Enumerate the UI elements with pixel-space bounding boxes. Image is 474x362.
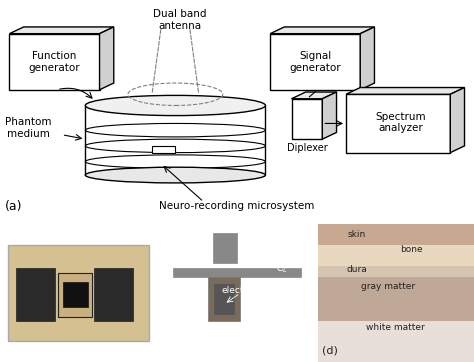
FancyBboxPatch shape <box>16 269 55 321</box>
Polygon shape <box>100 27 114 90</box>
Text: gray matter: gray matter <box>361 282 415 291</box>
Text: — 500 μm: — 500 μm <box>216 344 258 353</box>
Polygon shape <box>360 27 374 90</box>
Polygon shape <box>9 27 114 34</box>
FancyBboxPatch shape <box>173 269 301 277</box>
FancyBboxPatch shape <box>270 34 360 90</box>
Text: antenna: antenna <box>270 231 307 240</box>
Text: Spectrum
analyzer: Spectrum analyzer <box>375 111 426 133</box>
Text: skin: skin <box>347 230 366 239</box>
FancyBboxPatch shape <box>94 269 133 321</box>
Text: Neuro-recording microsystem: Neuro-recording microsystem <box>159 202 315 211</box>
Text: Function
generator: Function generator <box>29 51 80 72</box>
Text: Diplexer: Diplexer <box>287 143 328 153</box>
Text: bone: bone <box>400 245 423 254</box>
Ellipse shape <box>85 167 265 183</box>
Polygon shape <box>450 88 465 153</box>
Text: (a): (a) <box>5 200 22 213</box>
Polygon shape <box>292 92 337 99</box>
FancyBboxPatch shape <box>8 245 149 341</box>
FancyBboxPatch shape <box>213 233 237 263</box>
FancyBboxPatch shape <box>318 224 474 245</box>
FancyBboxPatch shape <box>85 105 265 175</box>
Text: (b): (b) <box>5 346 20 356</box>
Text: Signal
generator: Signal generator <box>290 51 341 72</box>
Text: electrodes: electrodes <box>221 286 269 295</box>
FancyBboxPatch shape <box>58 273 92 317</box>
FancyBboxPatch shape <box>346 94 450 153</box>
FancyBboxPatch shape <box>318 277 474 321</box>
Polygon shape <box>346 88 465 94</box>
Text: $C_B$: $C_B$ <box>195 251 208 264</box>
FancyBboxPatch shape <box>63 282 88 307</box>
Text: dura: dura <box>346 265 367 274</box>
Text: Phantom
medium: Phantom medium <box>5 117 52 139</box>
Text: Dual band
antenna: Dual band antenna <box>154 9 207 30</box>
FancyBboxPatch shape <box>318 245 474 266</box>
FancyBboxPatch shape <box>214 283 234 314</box>
Text: (c): (c) <box>161 346 176 356</box>
Polygon shape <box>322 92 337 139</box>
FancyBboxPatch shape <box>208 277 240 321</box>
FancyBboxPatch shape <box>152 146 175 153</box>
Ellipse shape <box>85 96 265 115</box>
FancyBboxPatch shape <box>292 99 322 139</box>
Text: (d): (d) <box>322 346 338 356</box>
FancyBboxPatch shape <box>318 266 474 277</box>
FancyBboxPatch shape <box>9 34 100 90</box>
Text: white matter: white matter <box>366 323 425 332</box>
Text: $C_L$: $C_L$ <box>276 262 288 275</box>
Polygon shape <box>270 27 374 34</box>
FancyBboxPatch shape <box>318 321 474 362</box>
